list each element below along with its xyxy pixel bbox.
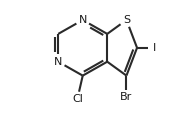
Text: Cl: Cl <box>72 94 83 104</box>
Text: N: N <box>79 15 87 25</box>
Text: S: S <box>123 15 130 25</box>
Text: I: I <box>153 43 157 53</box>
Text: Br: Br <box>120 92 132 103</box>
Text: N: N <box>54 57 62 67</box>
